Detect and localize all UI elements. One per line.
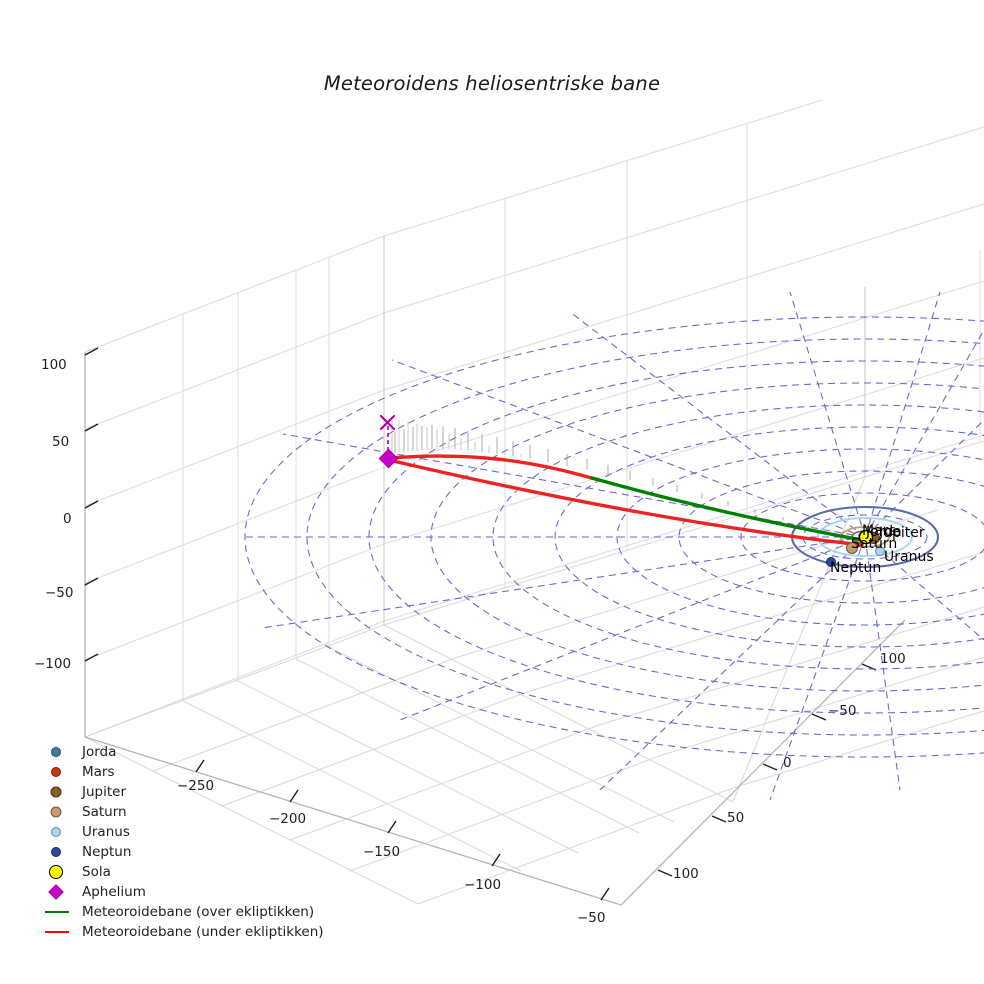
marker-uranus [875, 546, 885, 556]
legend-label: Neptun [82, 844, 132, 860]
legend-label: Aphelium [82, 884, 146, 900]
z-tick-label: −100 [34, 656, 72, 672]
planet-label-jupiter: Jupiter [879, 525, 925, 541]
axis-spines [84, 352, 906, 906]
line-swatch-icon [44, 922, 80, 942]
legend-label: Meteoroidebane (over ekliptikken) [82, 904, 315, 920]
diamond-marker-icon [44, 882, 80, 902]
legend: Jorda Mars Jupiter Saturn Uranus [44, 742, 324, 942]
legend-item-track-over[interactable]: Meteoroidebane (over ekliptikken) [44, 902, 324, 922]
legend-item-neptun[interactable]: Neptun [44, 842, 324, 862]
legend-label: Uranus [82, 824, 130, 840]
legend-item-saturn[interactable]: Saturn [44, 802, 324, 822]
circle-marker-icon [44, 742, 80, 762]
pane-left-z-lines [84, 235, 385, 738]
orbit-stem-risers [391, 418, 522, 457]
orbit-uranus [817, 517, 913, 557]
legend-item-jupiter[interactable]: Jupiter [44, 782, 324, 802]
y-tick-label: 0 [783, 755, 792, 771]
planet-label-jorda: Jorda [866, 524, 902, 540]
orbit-height-stems [394, 425, 813, 528]
planet-markers [826, 529, 885, 567]
x-tick-label: −50 [577, 910, 606, 926]
marker-saturn [846, 542, 858, 554]
y-tick-label: 50 [727, 810, 745, 826]
planet-label-mars: Mars [862, 523, 896, 539]
x-tick-label: −100 [464, 877, 502, 893]
circle-marker-icon [44, 802, 80, 822]
polar-grid-spokes [245, 291, 984, 801]
pane-floor-grid [84, 624, 734, 905]
meteoroid-track-green [590, 476, 864, 542]
meteoroid-track-lower-red [387, 458, 864, 547]
y-axis-spine [620, 619, 906, 906]
legend-label: Mars [82, 764, 115, 780]
line-swatch-icon [44, 902, 80, 922]
y-tick-label: −50 [828, 703, 857, 719]
legend-item-aphelium[interactable]: Aphelium [44, 882, 324, 902]
page-title: Meteoroidens heliosentriske bane [323, 72, 661, 95]
axis-corner-lines [84, 236, 866, 737]
circle-marker-icon [44, 782, 80, 802]
z-tick-label: 50 [52, 434, 70, 450]
x-axis-spine [84, 736, 622, 906]
planet-label-neptun: Neptun [830, 560, 882, 576]
x-tick-label: −200 [269, 811, 307, 827]
legend-label: Saturn [82, 804, 127, 820]
legend-item-track-under[interactable]: Meteoroidebane (under ekliptikken) [44, 922, 324, 942]
legend-label: Jorda [82, 744, 117, 760]
aphelium-marker-icon [378, 448, 399, 469]
z-tick-label: 100 [41, 357, 67, 373]
y-tick-label: 100 [673, 866, 699, 882]
pane-left-grid [84, 236, 385, 737]
legend-item-mars[interactable]: Mars [44, 762, 324, 782]
aphelium-projection-x-icon [379, 414, 396, 431]
axes-panes [84, 100, 984, 905]
z-tick-label: 0 [63, 511, 72, 527]
heliocentric-polar-grid [244, 291, 984, 801]
circle-marker-icon [44, 842, 80, 862]
x-tick-label: −150 [363, 844, 401, 860]
meteoroid-track-upper-red [387, 454, 597, 481]
legend-label: Meteoroidebane (under ekliptikken) [82, 924, 324, 940]
legend-label: Sola [82, 864, 111, 880]
planet-label-saturn: Saturn [851, 536, 898, 552]
pane-back-z-lines [383, 100, 984, 622]
x-tick-label: −250 [177, 778, 215, 794]
z-tick-label: −50 [45, 585, 74, 601]
legend-label: Jupiter [82, 784, 127, 800]
circle-marker-icon [44, 822, 80, 842]
circle-marker-icon [44, 762, 80, 782]
y-tick-label: 100 [880, 651, 906, 667]
marker-neptun [826, 557, 836, 567]
legend-item-sola[interactable]: Sola [44, 862, 324, 882]
marker-sola [858, 529, 874, 545]
legend-item-uranus[interactable]: Uranus [44, 822, 324, 842]
sun-marker-icon [44, 862, 80, 882]
planet-label-uranus: Uranus [884, 549, 934, 565]
legend-item-jorda[interactable]: Jorda [44, 742, 324, 762]
